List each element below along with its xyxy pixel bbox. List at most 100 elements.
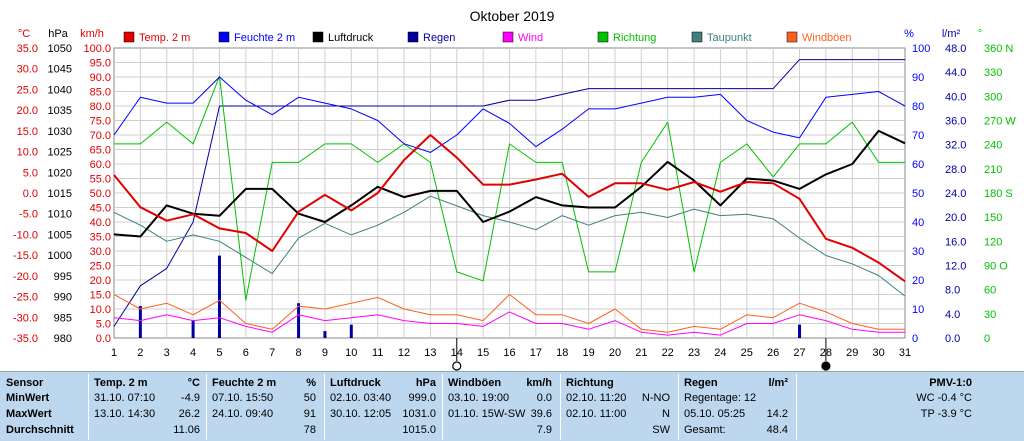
feuchte-min-date: 07.10. 15:50 (212, 392, 274, 404)
temp-max-value: 26.2 (178, 408, 200, 420)
wind-tick-label: 0.0 (96, 333, 111, 345)
temp-min-date: 31.10. 07:10 (94, 392, 156, 404)
press-tick-label: 1040 (48, 84, 72, 96)
dir-tick-label: 0 (984, 333, 990, 345)
x-tick-label: 18 (556, 347, 568, 359)
col-temp: Temp. 2 m °C 31.10. 07:10 -4.9 13.10. 14… (94, 374, 204, 440)
press-tick-label: 1025 (48, 147, 72, 159)
x-tick-label: 12 (398, 347, 410, 359)
wind-tick-label: 20.0 (90, 275, 111, 287)
col-feuchte: Feuchte 2 m % 07.10. 15:50 50 24.10. 09:… (212, 374, 320, 440)
temp-tick-label: 25.0 (17, 84, 38, 96)
druck-max-value: 1031.0 (402, 408, 436, 420)
wind-tick-label: 45.0 (90, 203, 111, 215)
feuchte-max-value: 91 (303, 408, 316, 420)
x-tick-label: 13 (424, 347, 436, 359)
col-druck: Luftdruck hPa 02.10. 03:40 999.0 30.10. … (330, 374, 440, 440)
x-tick-label: 5 (216, 347, 222, 359)
x-tick-label: 11 (372, 347, 383, 359)
richtung-max-date: 02.10. 11:00 (566, 408, 627, 420)
press-tick-label: 1050 (48, 43, 72, 55)
rain-tick-label: 20.0 (945, 212, 966, 224)
legend-label: Temp. 2 m (139, 32, 190, 44)
rain-tick-label: 44.0 (945, 67, 966, 79)
dir-unit: ° (978, 28, 982, 40)
x-tick-label: 19 (582, 347, 594, 359)
hum-tick-label: 10 (912, 304, 924, 316)
press-tick-label: 990 (54, 292, 72, 304)
temp-tick-label: -25.0 (13, 292, 38, 304)
hum-tick-label: 40 (912, 217, 924, 229)
wind-tick-label: 80.0 (90, 101, 111, 113)
press-tick-label: 1005 (48, 229, 72, 241)
hum-tick-label: 0 (912, 333, 918, 345)
wind-unit: km/h (80, 28, 104, 40)
rain-tick-label: 12.0 (945, 261, 966, 273)
rain-tick-label: 4.0 (945, 309, 960, 321)
rain-tick-label: 16.0 (945, 236, 966, 248)
druck-min-value: 999.0 (408, 392, 436, 404)
x-tick-label: 20 (609, 347, 621, 359)
x-tick-label: 29 (846, 347, 858, 359)
press-unit: hPa (48, 28, 68, 40)
temp-tick-label: 10.0 (17, 147, 38, 159)
rain-tick-label: 36.0 (945, 116, 966, 128)
wind-tick-label: 30.0 (90, 246, 111, 258)
wind-tick-label: 55.0 (90, 174, 111, 186)
rain-bars (138, 255, 802, 338)
row-min-label: MinWert (6, 392, 50, 404)
temp-tick-label: 35.0 (17, 43, 38, 55)
feuchte-header: Feuchte 2 m (212, 377, 277, 389)
rain-bar (798, 324, 802, 338)
x-axis: 1 2 3 4 5 6 7 8 9 10 11 12 13 14 15 16 17 18 19 20 21 22 23 24 2… (111, 338, 911, 371)
feuchte-min-value: 50 (303, 392, 316, 404)
legend: Temp. 2 m Feuchte 2 m Luftdruck Regen Wind Ri… (123, 31, 852, 44)
series-line (113, 294, 905, 333)
x-tick-label: 27 (793, 347, 805, 359)
legend-swatch (312, 31, 324, 43)
pmv-tp: TP -3.9 °C (920, 408, 972, 420)
regen-max-value: 14.2 (766, 408, 788, 420)
new-moon-icon (821, 361, 831, 371)
press-tick-label: 1010 (48, 209, 72, 221)
press-tick-label: 1035 (48, 105, 72, 117)
legend-label: Windböen (802, 32, 852, 44)
rain-tick-label: 28.0 (945, 164, 966, 176)
wind-unit-cell: km/h (526, 377, 552, 389)
temp-tick-label: -35.0 (13, 333, 38, 345)
row-avg-label: Durchschnitt (6, 424, 74, 436)
sensor-header: Sensor (6, 377, 44, 389)
temp-tick-label: -20.0 (13, 271, 38, 283)
x-tick-label: 7 (269, 347, 275, 359)
legend-swatch (502, 31, 514, 43)
richtung-avg-value: SW (652, 424, 670, 436)
wind-min-value: 0.0 (536, 392, 552, 404)
wind-tick-label: 5.0 (96, 319, 111, 331)
rain-bar (217, 255, 221, 338)
legend-label: Luftdruck (328, 32, 374, 44)
row-max-label: MaxWert (6, 408, 52, 420)
rain-bar (297, 303, 301, 338)
x-tick-label: 1 (111, 347, 117, 359)
rain-bar (191, 320, 195, 338)
wind-header: Windböen (448, 377, 502, 389)
x-tick-label: 10 (345, 347, 357, 359)
temp-max-date: 13.10. 14:30 (94, 408, 156, 420)
axes: 35.0 30.0 25.0 20.0 15.0 10.0 5.0 0.0 -5.0 -10.0 -… (13, 43, 1016, 345)
temp-tick-label: -10.0 (13, 229, 38, 241)
wind-max-value: 39.6 (530, 408, 552, 420)
temp-tick-label: -30.0 (13, 312, 38, 324)
rain-bar (138, 306, 142, 338)
x-tick-label: 31 (899, 347, 911, 359)
druck-header: Luftdruck (330, 377, 381, 389)
col-sensor: Sensor MinWert MaxWert Durchschnitt (6, 374, 86, 440)
series-line (113, 129, 906, 238)
rain-tick-label: 32.0 (945, 140, 966, 152)
series-line (114, 75, 905, 301)
temp-tick-label: 30.0 (17, 64, 38, 76)
hum-tick-label: 30 (912, 246, 924, 258)
temp-tick-label: -5.0 (19, 209, 38, 221)
druck-min-date: 02.10. 03:40 (330, 392, 392, 404)
temp-min-value: -4.9 (181, 392, 200, 404)
